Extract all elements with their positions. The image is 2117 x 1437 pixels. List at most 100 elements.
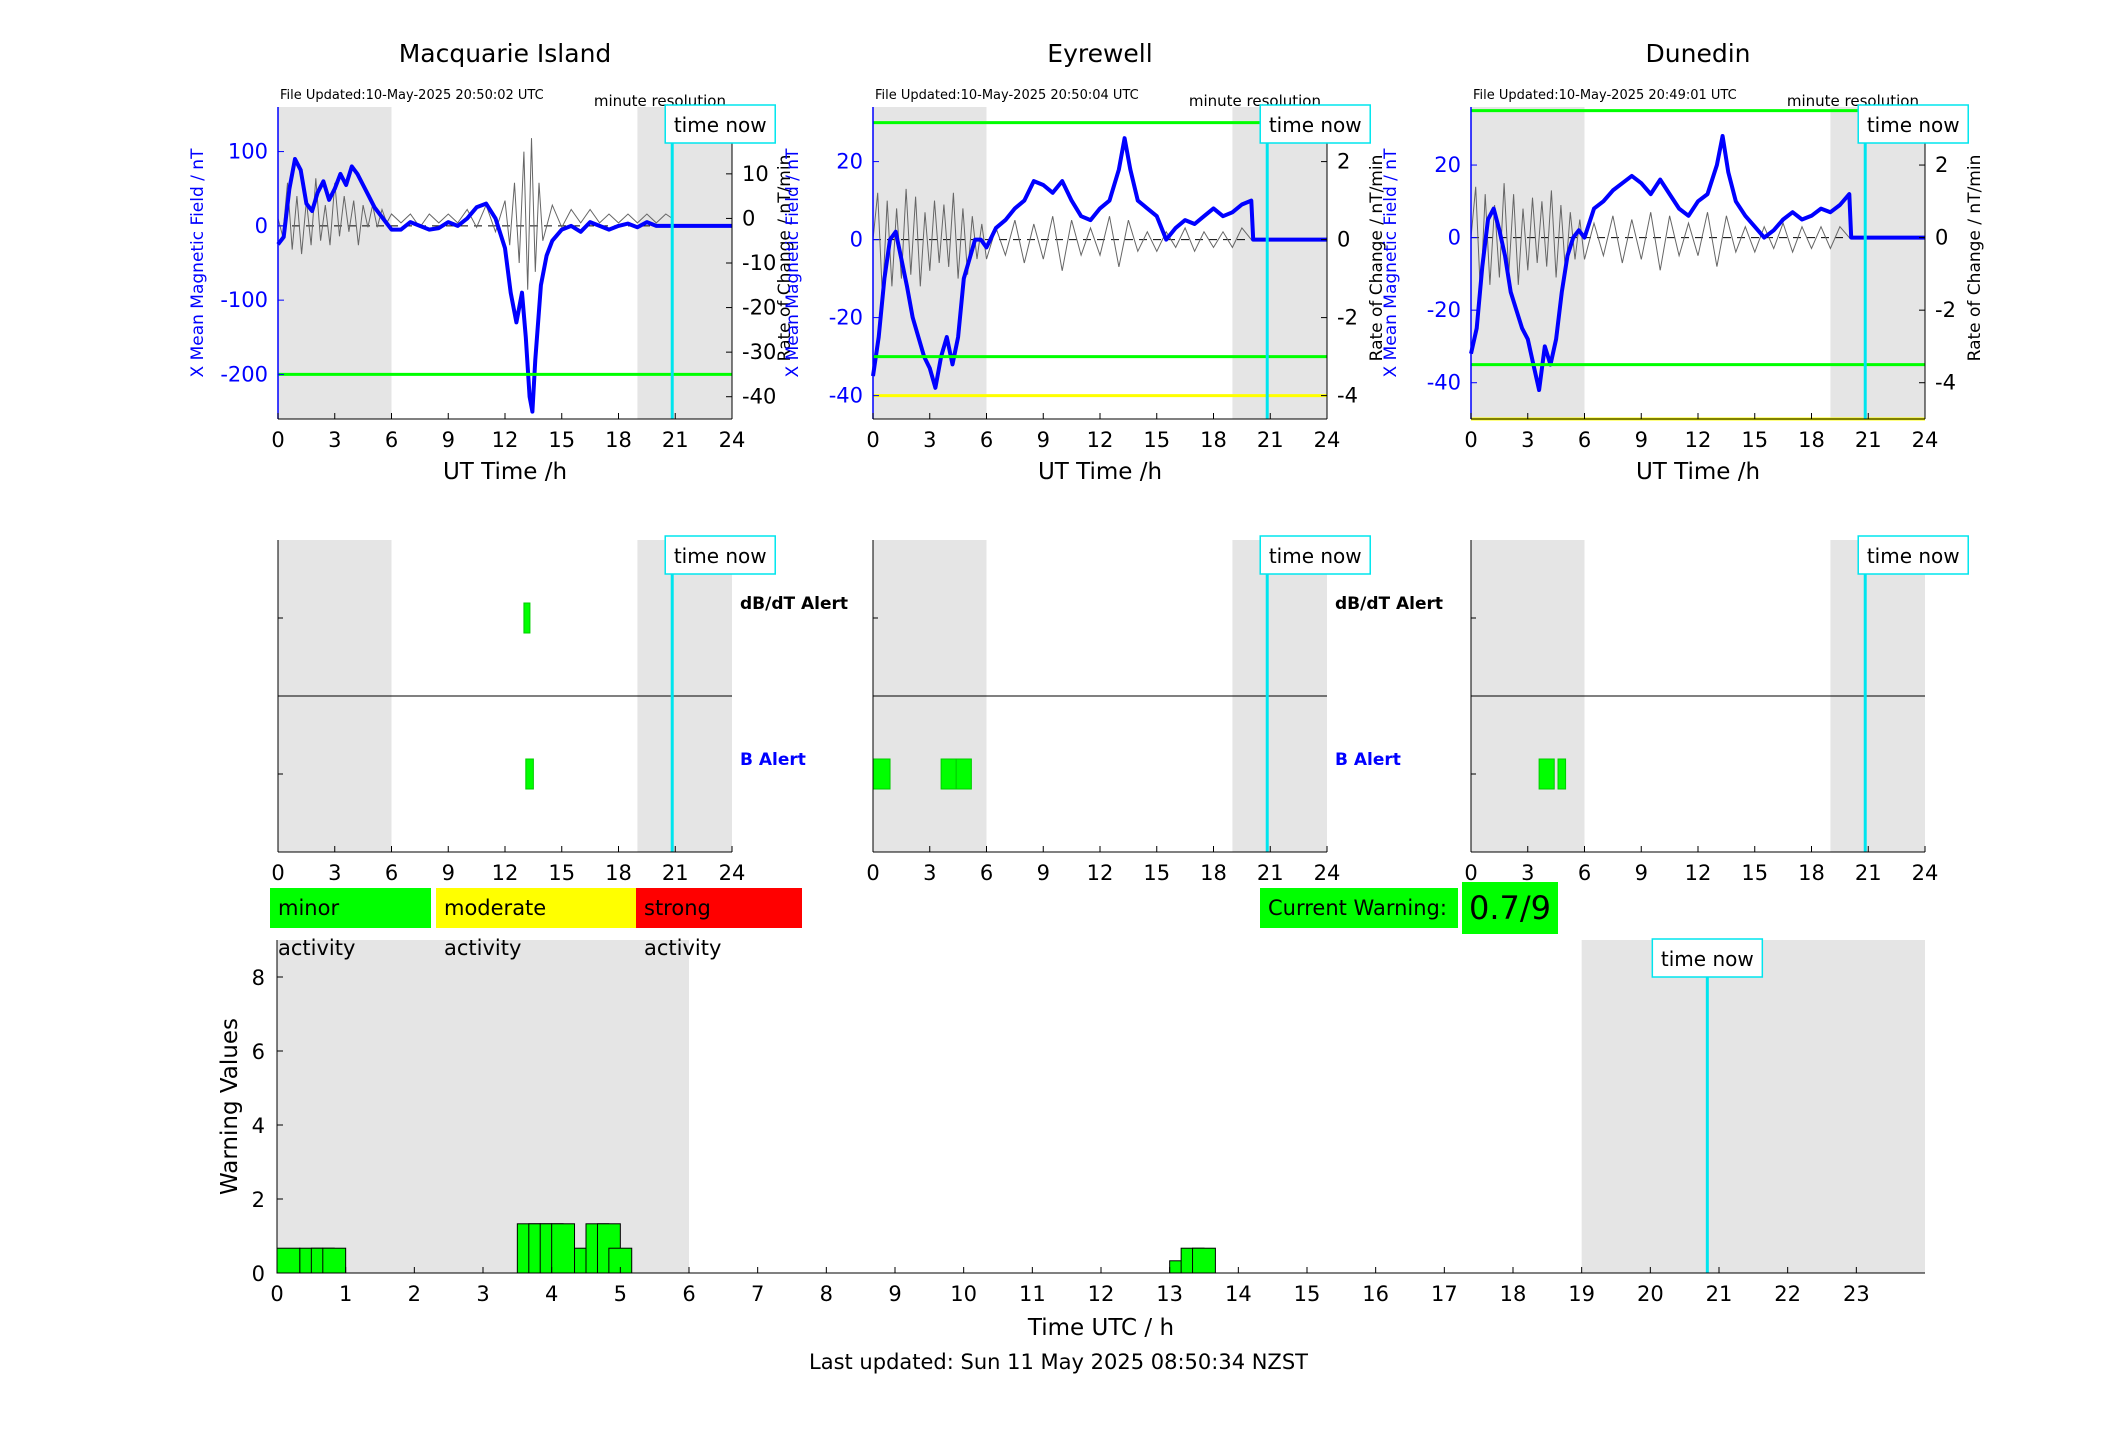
x-axis-label: UT Time /h [1038, 459, 1162, 485]
x-tick-label: 12 [1685, 861, 1712, 885]
x-tick-label: 21 [1855, 861, 1882, 885]
now-label-box [1259, 535, 1371, 575]
x-tick-label: 3 [1521, 861, 1534, 885]
x-tick-label: 9 [1037, 428, 1050, 452]
x-axis-label: Time UTC / h [1027, 1315, 1174, 1341]
x-tick-label: 2 [408, 1282, 421, 1306]
x-tick-label: 0 [270, 1282, 283, 1306]
x-tick-label: 13 [1156, 1282, 1183, 1306]
x-axis-label: UT Time /h [443, 459, 567, 485]
x-tick-label: 18 [1798, 861, 1825, 885]
x-tick-label: 0 [271, 428, 284, 452]
y-right-tick-label: -4 [1935, 371, 1956, 395]
x-tick-label: 15 [1143, 428, 1170, 452]
panel-title: Macquarie Island [399, 39, 612, 68]
y-left-axis-label: X Mean Magnetic Field / nT [188, 148, 208, 378]
x-tick-label: 9 [1037, 861, 1050, 885]
x-mean-field-series [1469, 134, 1925, 392]
x-tick-label: 24 [1314, 428, 1341, 452]
x-tick-label: 11 [1019, 1282, 1046, 1306]
y-left-tick-label: -40 [1427, 371, 1461, 395]
x-tick-label: 18 [1200, 861, 1227, 885]
x-tick-label: 8 [820, 1282, 833, 1306]
x-tick-label: 0 [1464, 861, 1477, 885]
now-label-box [1857, 535, 1969, 575]
x-tick-label: 9 [888, 1282, 901, 1306]
x-tick-label: 0 [1464, 428, 1477, 452]
x-tick-label: 21 [662, 428, 689, 452]
now-label: time now [1269, 544, 1362, 568]
y-right-tick-label: 0 [1935, 226, 1948, 250]
legend-strong-activity: strong activity [636, 888, 802, 960]
y-right-tick-label: 0 [1337, 228, 1350, 252]
y-right-tick-label: -40 [742, 385, 776, 409]
lane-label: dB/dT Alert [740, 594, 848, 614]
alert-bar [955, 758, 972, 790]
x-tick-label: 10 [950, 1282, 977, 1306]
y-right-tick-label: 0 [742, 206, 755, 230]
x-tick-label: 18 [605, 861, 632, 885]
y-left-tick-label: -40 [829, 384, 863, 408]
lane-label: B Alert [1335, 750, 1401, 770]
night-shade [1581, 940, 1925, 1273]
y-left-tick-label: 100 [228, 140, 268, 164]
night-shade [1830, 107, 1925, 419]
y-left-axis-label: X Mean Magnetic Field / nT [1381, 148, 1401, 378]
x-tick-label: 18 [1200, 428, 1227, 452]
x-tick-label: 9 [442, 861, 455, 885]
y-left-tick-label: -20 [1427, 298, 1461, 322]
alert-panel-dunedin: 0 3 6 9 12 15 18 21 24 time now [1464, 535, 1969, 885]
y-left-axis-label: X Mean Magnetic Field / nT [783, 148, 803, 378]
now-label: time now [1867, 544, 1960, 568]
now-label: time now [1867, 113, 1960, 137]
file-updated-text: File Updated:10-May-2025 20:50:04 UTC [875, 88, 1139, 103]
now-label-box [664, 535, 776, 575]
y-right-tick-label: -10 [742, 251, 776, 275]
now-label-box [1259, 104, 1371, 144]
x-tick-label: 21 [1257, 428, 1284, 452]
warning-bar [551, 1223, 576, 1274]
now-label: time now [674, 113, 767, 137]
x-tick-label: 6 [980, 861, 993, 885]
x-tick-label: 3 [328, 428, 341, 452]
x-tick-label: 21 [1706, 1282, 1733, 1306]
x-tick-label: 9 [442, 428, 455, 452]
x-tick-label: 17 [1431, 1282, 1458, 1306]
y-left-tick-label: 20 [836, 150, 863, 174]
x-tick-label: 21 [1855, 428, 1882, 452]
night-shade [278, 107, 392, 419]
x-tick-label: 12 [492, 861, 519, 885]
x-mean-field-series [276, 157, 732, 414]
x-tick-label: 24 [719, 861, 746, 885]
x-tick-label: 19 [1568, 1282, 1595, 1306]
x-tick-label: 24 [719, 428, 746, 452]
x-axis-label: UT Time /h [1636, 459, 1760, 485]
alert-bar [872, 758, 891, 790]
now-label: time now [1269, 113, 1362, 137]
x-tick-label: 24 [1912, 428, 1939, 452]
y-left-tick-label: -100 [220, 288, 268, 312]
x-tick-label: 15 [1294, 1282, 1321, 1306]
y-tick-label: 6 [252, 1040, 265, 1064]
y-right-axis-label: Rate of Change / nT/min [775, 155, 795, 362]
x-tick-label: 4 [545, 1282, 558, 1306]
x-tick-label: 12 [1087, 861, 1114, 885]
x-tick-label: 15 [1741, 861, 1768, 885]
x-tick-label: 7 [751, 1282, 764, 1306]
x-tick-label: 15 [548, 428, 575, 452]
last-updated-footer: Last updated: Sun 11 May 2025 08:50:34 N… [809, 1350, 1308, 1374]
y-tick-label: 4 [252, 1114, 265, 1138]
y-tick-label: 8 [252, 966, 265, 990]
alert-panel-macquarie-island: dB/dT Alert B Alert 0 3 6 9 12 15 18 21 24 time now [271, 535, 848, 885]
x-tick-label: 22 [1774, 1282, 1801, 1306]
y-right-axis-label: Rate of Change / nT/min [1965, 155, 1985, 362]
x-tick-label: 14 [1225, 1282, 1252, 1306]
x-tick-label: 12 [492, 428, 519, 452]
file-updated-text: File Updated:10-May-2025 20:49:01 UTC [1473, 88, 1737, 103]
panel-title: Dunedin [1646, 39, 1751, 68]
x-tick-label: 18 [1500, 1282, 1527, 1306]
x-tick-label: 6 [1578, 861, 1591, 885]
x-tick-label: 3 [923, 428, 936, 452]
